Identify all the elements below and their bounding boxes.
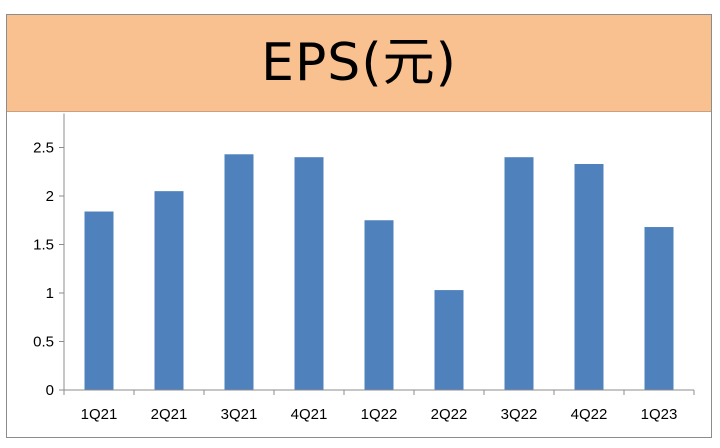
- y-tick-label: 1.5: [33, 237, 54, 254]
- bar: [364, 220, 394, 390]
- x-tick-label: 2Q21: [151, 406, 188, 423]
- bar: [294, 157, 324, 390]
- x-tick-label: 3Q22: [501, 406, 538, 423]
- bar: [224, 154, 254, 390]
- title-band: EPS(元): [7, 15, 711, 112]
- x-tick-label: 2Q22: [431, 406, 468, 423]
- y-tick-label: 0.5: [33, 334, 54, 351]
- y-tick-label: 0: [46, 382, 54, 399]
- x-tick-label: 4Q22: [571, 406, 608, 423]
- bar: [504, 157, 534, 390]
- x-tick-label: 3Q21: [221, 406, 258, 423]
- y-tick-label: 2: [46, 188, 54, 205]
- bar: [574, 163, 604, 390]
- bar: [84, 211, 114, 390]
- bars-group: [84, 154, 674, 390]
- x-tick-label: 1Q22: [361, 406, 398, 423]
- y-tick-label: 2.5: [33, 140, 54, 157]
- bar: [154, 191, 184, 390]
- x-tick-label: 1Q21: [81, 406, 118, 423]
- y-tick-label: 1: [46, 285, 54, 302]
- bar: [644, 227, 674, 390]
- x-tick-label: 1Q23: [641, 406, 678, 423]
- bar: [434, 290, 464, 390]
- x-tick-label: 4Q21: [291, 406, 328, 423]
- chart-title: EPS(元): [261, 33, 457, 93]
- axes-group: 0 0.5 1 1.5 2 2.5 1Q21 2Q21 3Q21 4Q21 1Q22 2Q22 3Q22…: [33, 113, 695, 423]
